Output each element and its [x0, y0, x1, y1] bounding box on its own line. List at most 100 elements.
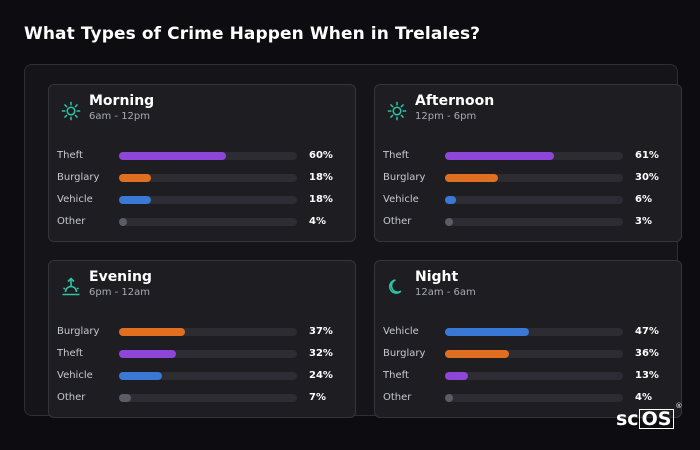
bar-value: 47%	[635, 326, 659, 337]
bar-fill	[119, 328, 185, 336]
bar-row: Other 4%	[383, 391, 675, 405]
bar-value: 30%	[635, 172, 659, 183]
bar-fill	[445, 372, 468, 380]
bar-fill	[119, 372, 162, 380]
bar-label: Burglary	[57, 172, 100, 183]
bar-row: Vehicle 6%	[383, 193, 675, 207]
bar-track	[445, 196, 623, 204]
bar-fill	[445, 196, 456, 204]
card-title: Night	[415, 269, 459, 285]
bar-track	[445, 218, 623, 226]
bar-fill	[445, 152, 554, 160]
bar-value: 37%	[309, 326, 333, 337]
bar-row: Other 4%	[57, 215, 349, 229]
bar-row: Other 7%	[57, 391, 349, 405]
bar-track	[445, 372, 623, 380]
bar-value: 6%	[635, 194, 652, 205]
bar-label: Theft	[57, 150, 83, 161]
bar-row: Vehicle 47%	[383, 325, 675, 339]
bar-row: Vehicle 18%	[57, 193, 349, 207]
bar-value: 13%	[635, 370, 659, 381]
bar-value: 4%	[635, 392, 652, 403]
bar-value: 18%	[309, 172, 333, 183]
bar-label: Vehicle	[57, 370, 93, 381]
bar-label: Theft	[383, 150, 409, 161]
bar-label: Vehicle	[383, 194, 419, 205]
brand-text-b: OS	[638, 409, 675, 429]
bar-track	[119, 328, 297, 336]
bar-track	[119, 350, 297, 358]
bar-value: 3%	[635, 216, 652, 227]
card-subtitle: 12pm - 6pm	[415, 111, 477, 122]
bar-track	[445, 174, 623, 182]
brand-text-a: sc	[616, 408, 639, 430]
bar-fill	[445, 174, 498, 182]
bar-label: Vehicle	[57, 194, 93, 205]
bar-track	[119, 152, 297, 160]
bar-label: Burglary	[383, 172, 426, 183]
page-title: What Types of Crime Happen When in Trela…	[24, 24, 481, 44]
bar-value: 18%	[309, 194, 333, 205]
bar-label: Theft	[383, 370, 409, 381]
bar-track	[119, 218, 297, 226]
bar-track	[445, 350, 623, 358]
bar-row: Burglary 18%	[57, 171, 349, 185]
sun-icon	[387, 101, 407, 121]
bar-row: Other 3%	[383, 215, 675, 229]
bar-value: 24%	[309, 370, 333, 381]
card-subtitle: 6pm - 12am	[89, 287, 151, 298]
bar-row: Theft 61%	[383, 149, 675, 163]
bar-row: Vehicle 24%	[57, 369, 349, 383]
bar-label: Burglary	[383, 348, 426, 359]
bar-row: Theft 60%	[57, 149, 349, 163]
bar-row: Burglary 30%	[383, 171, 675, 185]
sunset-icon	[61, 277, 81, 297]
bar-label: Other	[383, 392, 412, 403]
bar-fill	[119, 350, 176, 358]
card-title: Afternoon	[415, 93, 495, 109]
card-subtitle: 6am - 12pm	[89, 111, 151, 122]
card-night: Night 12am - 6am Vehicle 47% Burglary 36% Thef…	[374, 260, 682, 418]
card-title: Morning	[89, 93, 155, 109]
bar-fill	[445, 350, 509, 358]
card-evening: Evening 6pm - 12am Burglary 37% Theft 32% Vehi…	[48, 260, 356, 418]
bar-value: 4%	[309, 216, 326, 227]
bar-label: Other	[57, 216, 86, 227]
bar-track	[119, 196, 297, 204]
brand-registered-mark: ®	[675, 402, 683, 410]
bar-row: Theft 32%	[57, 347, 349, 361]
bar-track	[119, 394, 297, 402]
bar-value: 61%	[635, 150, 659, 161]
bar-fill	[445, 328, 529, 336]
card-morning: Morning 6am - 12pm Theft 60% Burglary 18% Vehi…	[48, 84, 356, 242]
bar-value: 7%	[309, 392, 326, 403]
bar-label: Vehicle	[383, 326, 419, 337]
bar-value: 60%	[309, 150, 333, 161]
bar-value: 36%	[635, 348, 659, 359]
bar-fill	[119, 394, 131, 402]
bar-row: Burglary 37%	[57, 325, 349, 339]
bar-fill	[119, 218, 127, 226]
bar-track	[445, 394, 623, 402]
bar-fill	[445, 218, 453, 226]
bar-fill	[119, 152, 226, 160]
bar-value: 32%	[309, 348, 333, 359]
bar-row: Theft 13%	[383, 369, 675, 383]
bar-fill	[119, 174, 151, 182]
bar-row: Burglary 36%	[383, 347, 675, 361]
brand-logo: sc OS ®	[616, 402, 682, 430]
bar-fill	[119, 196, 151, 204]
bar-label: Other	[383, 216, 412, 227]
bar-label: Burglary	[57, 326, 100, 337]
card-subtitle: 12am - 6am	[415, 287, 476, 298]
card-title: Evening	[89, 269, 152, 285]
bar-track	[445, 152, 623, 160]
bar-track	[119, 372, 297, 380]
sun-icon	[61, 101, 81, 121]
bar-track	[119, 174, 297, 182]
bar-track	[445, 328, 623, 336]
bar-label: Other	[57, 392, 86, 403]
card-afternoon: Afternoon 12pm - 6pm Theft 61% Burglary 30% Ve…	[374, 84, 682, 242]
moon-icon	[387, 277, 407, 297]
bar-fill	[445, 394, 453, 402]
